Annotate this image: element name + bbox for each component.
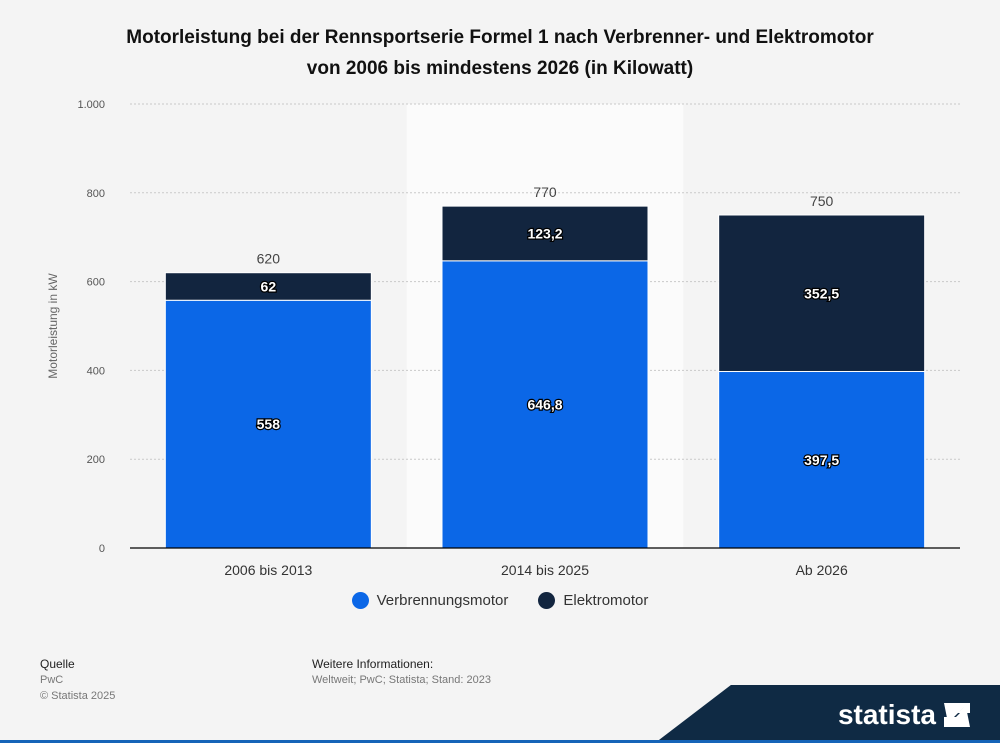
bar-verbrennungsmotor-0 (164, 299, 372, 549)
chart-title: Motorleistung bei der Rennsportserie For… (40, 22, 960, 84)
data-label: 352,5 (804, 285, 839, 301)
x-tick-label: 2014 bis 2025 (501, 562, 589, 578)
legend-item-verbrennungsmotor[interactable]: Verbrennungsmotor (351, 592, 509, 609)
legend-label-verbrennungsmotor: Verbrennungsmotor (376, 592, 509, 609)
total-label: 620 (257, 251, 281, 267)
bar-elektromotor-1 (441, 205, 649, 262)
y-tick-label: 400 (87, 365, 105, 377)
source-heading: Quelle (40, 657, 75, 671)
y-tick-label: 200 (87, 454, 105, 466)
chart-title-line-1: Motorleistung bei der Rennsportserie For… (126, 27, 874, 48)
total-label: 770 (533, 184, 557, 200)
legend-swatch-elektromotor (538, 592, 556, 609)
brand-name[interactable]: statista (837, 699, 936, 730)
legend-item-elektromotor[interactable]: Elektromotor (538, 592, 648, 609)
chart-title-line-2: von 2006 bis mindestens 2026 (in Kilowat… (306, 58, 694, 79)
copyright: © Statista 2025 (40, 690, 116, 702)
y-tick-label: 1.000 (77, 99, 105, 111)
x-tick-label: 2006 bis 2013 (224, 562, 312, 578)
total-label: 750 (810, 193, 834, 209)
data-label: 558 (257, 416, 281, 432)
y-axis-title: Motorleistung in kW (46, 273, 60, 379)
legend-label-elektromotor: Elektromotor (563, 592, 649, 609)
x-tick-label: Ab 2026 (796, 562, 848, 578)
info-text: Weltweit; PwC; Statista; Stand: 2023 (312, 674, 491, 686)
y-tick-label: 800 (87, 188, 105, 200)
data-label: 62 (261, 278, 277, 294)
info-heading: Weitere Informationen: (312, 657, 434, 671)
legend: Verbrennungsmotor Elektromotor (0, 592, 1000, 609)
bottom-accent-line (0, 740, 1000, 743)
bar-elektromotor-0 (164, 272, 372, 301)
chart-area: 0 200 400 600 800 1.000 Motorleistung in kW 558… (46, 99, 960, 578)
data-label: 397,5 (804, 452, 839, 468)
legend-swatch-verbrennungsmotor (351, 592, 369, 609)
source-block: Quelle PwC © Statista 2025 (40, 656, 115, 704)
y-tick-label: 0 (99, 543, 105, 555)
y-tick-label: 600 (87, 277, 105, 289)
statista-logo-icon (944, 703, 970, 727)
data-label: 123,2 (527, 225, 562, 241)
source-name[interactable]: PwC (40, 674, 64, 686)
bar-verbrennungsmotor-1 (441, 260, 649, 549)
data-label: 646,8 (527, 396, 562, 412)
info-block: Weitere Informationen: Weltweit; PwC; St… (312, 656, 491, 688)
bar-verbrennungsmotor-2 (718, 371, 926, 549)
bar-elektromotor-2 (718, 214, 926, 373)
brand-banner: statista (655, 685, 1000, 743)
